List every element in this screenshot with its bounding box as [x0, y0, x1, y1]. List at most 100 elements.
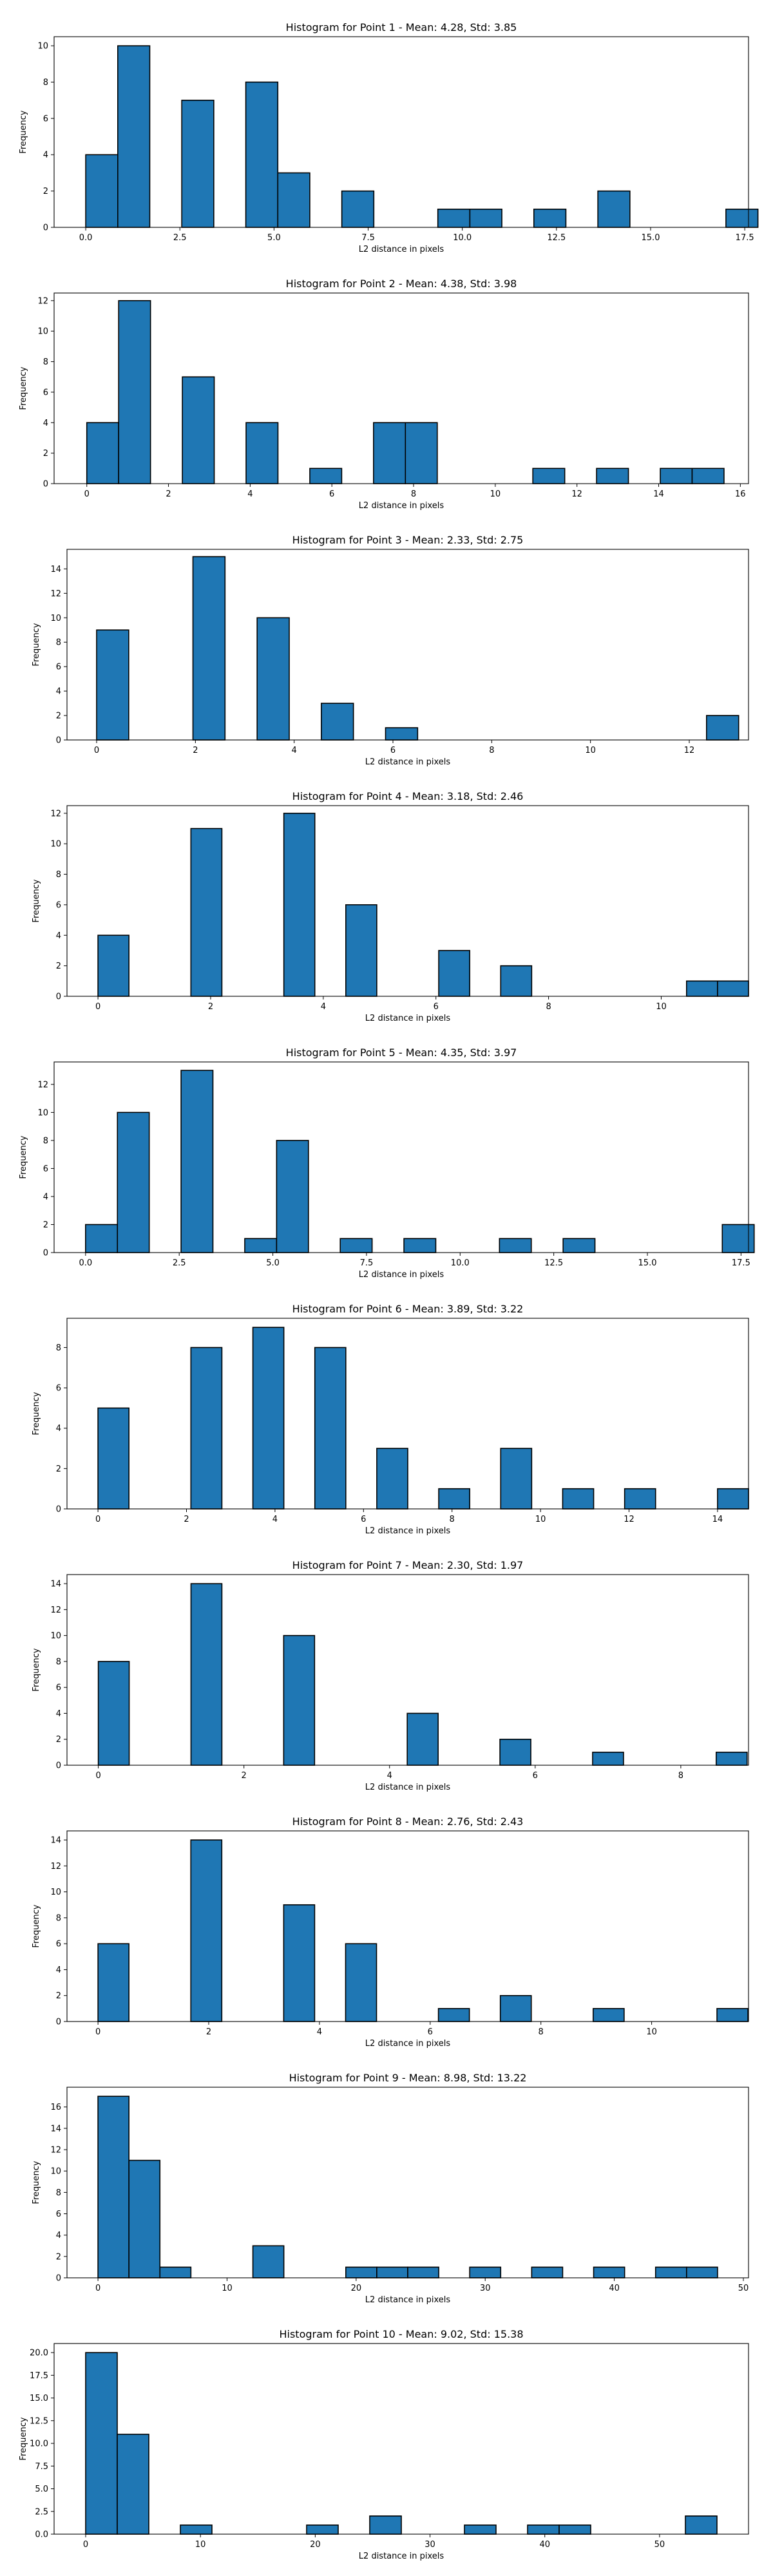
x-tick-label: 0	[95, 2284, 100, 2293]
histogram-bar	[369, 2515, 402, 2535]
x-tick-label: 50	[738, 2284, 749, 2293]
plot-frame	[66, 2087, 749, 2278]
y-tick-label: 2	[56, 1735, 61, 1745]
x-axis-label: L2 distance in pixels	[365, 2039, 451, 2049]
histogram-bar	[245, 422, 279, 484]
y-tick-label: 12	[50, 1862, 61, 1871]
histogram-bar	[717, 1488, 749, 1510]
histogram-bar	[531, 2266, 564, 2278]
plot-frame	[53, 2343, 749, 2535]
y-tick-label: 4	[56, 931, 61, 941]
histogram-bar	[159, 2266, 192, 2278]
histogram-bar	[252, 1327, 285, 1510]
x-axis-label: L2 distance in pixels	[365, 1526, 451, 1536]
y-tick-label: 4	[43, 151, 48, 160]
histogram-bar	[385, 727, 419, 741]
y-tick-label: 6	[56, 900, 61, 910]
histogram-bar	[283, 1904, 316, 2022]
y-axis-label: Frequency	[32, 1904, 41, 1947]
chart-panel-4: 0 2 4 6 8 10 0 2 4 6 8 10 12 Histogram for Point 4 - …	[32, 790, 749, 1023]
histogram-bar	[97, 1943, 129, 2022]
x-tick-label: 14	[712, 1515, 723, 1524]
x-axis-label: L2 distance in pixels	[365, 1783, 451, 1792]
y-tick-label: 2	[43, 449, 48, 459]
x-tick-label: 2.5	[173, 1258, 186, 1268]
histogram-bar	[500, 965, 533, 997]
y-axis-label: Frequency	[19, 110, 28, 153]
y-axis-label: Frequency	[32, 879, 41, 922]
chart-title: Histogram for Point 10 - Mean: 9.02, Std…	[279, 2328, 523, 2340]
histogram-bar	[85, 1224, 119, 1253]
y-tick-label: 12.5	[30, 2416, 48, 2426]
histogram-bar	[686, 2266, 718, 2278]
x-tick-label: 10	[535, 1515, 546, 1524]
y-tick-label: 6	[56, 1940, 61, 1949]
y-tick-label: 4	[43, 1192, 48, 1202]
x-tick-label: 30	[425, 2540, 435, 2550]
histogram-bar	[716, 2008, 749, 2022]
y-tick-label: 20.0	[30, 2349, 48, 2358]
histogram-bar	[245, 81, 279, 228]
x-tick-label: 5.0	[267, 233, 281, 243]
x-tick-label: 4	[272, 1515, 278, 1524]
y-tick-label: 12	[50, 2146, 61, 2155]
x-axis-label: L2 distance in pixels	[359, 2552, 444, 2561]
histogram-bar	[180, 2524, 213, 2535]
x-tick-label: 8	[539, 2027, 544, 2037]
x-tick-label: 40	[609, 2284, 620, 2293]
histogram-bar	[345, 1943, 377, 2022]
x-tick-label: 16	[735, 489, 746, 499]
histogram-bar	[660, 468, 693, 484]
x-tick-label: 6	[361, 1515, 366, 1524]
x-tick-label: 0	[95, 2027, 100, 2037]
plot-frame	[66, 805, 749, 997]
histogram-bar	[469, 209, 502, 228]
histogram-bar	[685, 2515, 718, 2535]
y-tick-label: 8	[43, 357, 48, 367]
x-tick-label: 14	[653, 489, 664, 499]
y-tick-label: 6	[56, 663, 61, 672]
y-tick-label: 8	[56, 2188, 61, 2198]
chart-panel-1: 0.0 2.5 5.0 7.5 10.0 12.5 15.0 17.5 0 2 4 6 8 10 Histo…	[19, 21, 759, 254]
x-tick-label: 6	[329, 489, 334, 499]
histogram-bar	[314, 1347, 347, 1510]
histogram-bar	[438, 1488, 470, 1510]
histogram-bar	[190, 1839, 223, 2022]
x-tick-label: 5.0	[266, 1258, 280, 1268]
x-axis-label: L2 distance in pixels	[365, 2295, 451, 2305]
histogram-bar	[593, 2008, 625, 2022]
y-tick-label: 0	[56, 2274, 61, 2284]
y-tick-label: 4	[43, 419, 48, 428]
y-tick-label: 6	[56, 2210, 61, 2219]
histogram-bar	[306, 2524, 339, 2535]
y-tick-label: 10	[50, 2167, 61, 2177]
x-tick-label: 6	[434, 1002, 439, 1012]
histogram-bar	[190, 1583, 223, 1766]
histogram-bar	[97, 1661, 130, 1766]
chart-panel-3: 0 2 4 6 8 10 12 0 2 4 6 8 10 12 14 Histogram for Point …	[32, 534, 749, 767]
y-tick-label: 2	[56, 1991, 61, 2001]
histogram-bar	[345, 904, 377, 997]
y-tick-label: 8	[56, 638, 61, 648]
x-tick-label: 2	[206, 2027, 211, 2037]
chart-panel-9: 0 10 20 30 40 50 0 2 4 6 8 10 12 14 16 Histogram for Po…	[32, 2072, 749, 2305]
histogram-bar	[181, 99, 215, 228]
histogram-bar	[128, 2159, 161, 2278]
x-tick-label: 7.5	[360, 1258, 374, 1268]
y-tick-label: 0	[43, 223, 48, 233]
y-tick-label: 2	[56, 1464, 61, 1474]
y-tick-label: 6	[43, 114, 48, 124]
histogram-bar	[532, 468, 566, 484]
y-tick-label: 6	[43, 388, 48, 397]
y-tick-label: 10	[50, 1631, 61, 1641]
y-tick-label: 10.0	[30, 2439, 48, 2449]
x-tick-label: 12.5	[547, 233, 566, 243]
x-tick-label: 7.5	[361, 233, 375, 243]
x-tick-label: 10	[585, 746, 596, 755]
histogram-bar	[596, 468, 629, 484]
plot-frame	[53, 292, 749, 484]
y-axis-label: Frequency	[32, 1392, 41, 1435]
plot-frame	[66, 1318, 749, 1510]
y-tick-label: 6	[56, 1384, 61, 1394]
